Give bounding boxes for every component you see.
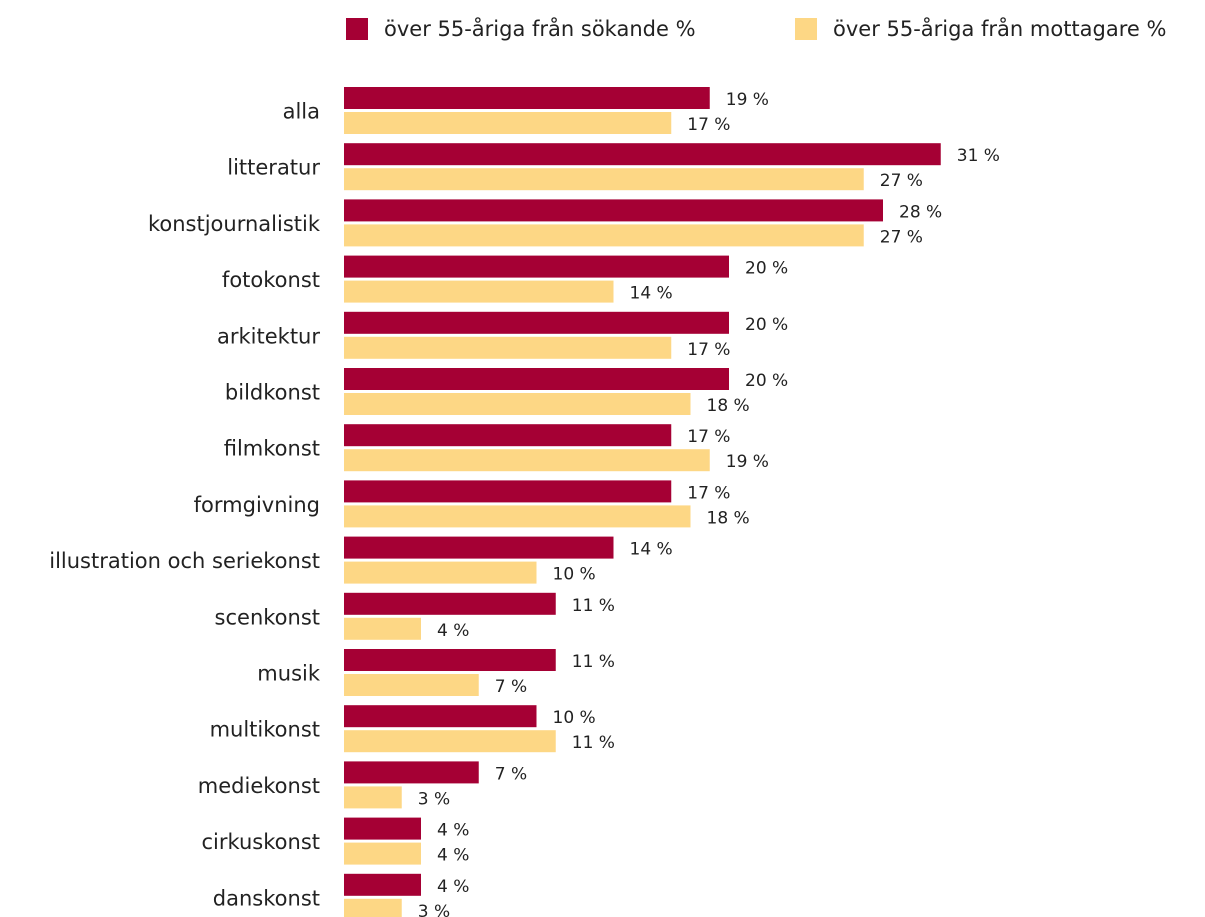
data-label: 20 % (745, 315, 788, 335)
data-label: 4 % (437, 877, 469, 897)
data-label: 28 % (899, 202, 942, 222)
data-label: 7 % (495, 677, 527, 697)
data-label: 17 % (687, 427, 730, 447)
bar-recipients (344, 898, 402, 917)
category-label: alla (283, 100, 320, 124)
bar-applicants (344, 424, 672, 447)
category-label: bildkonst (225, 381, 320, 405)
data-label: 27 % (880, 171, 923, 191)
category-label: illustration och seriekonst (49, 549, 320, 573)
bar-recipients (344, 617, 421, 640)
bar-applicants (344, 480, 672, 503)
legend-label-0: över 55-åriga från sökande % (384, 16, 696, 41)
bar-recipients (344, 168, 864, 191)
data-label: 20 % (745, 259, 788, 279)
bar-recipients (344, 336, 672, 359)
data-label: 19 % (726, 90, 769, 110)
category-label: konstjournalistik (148, 212, 321, 236)
bar-applicants (344, 311, 729, 334)
data-label: 11 % (572, 652, 615, 672)
data-label: 11 % (572, 733, 615, 753)
bar-recipients (344, 842, 421, 865)
legend-swatch-1 (795, 18, 817, 40)
data-label: 7 % (495, 764, 527, 784)
bar-recipients (344, 224, 864, 247)
bar-recipients (344, 674, 479, 696)
legend: över 55-åriga från sökande % över 55-årig… (346, 16, 1166, 41)
data-label: 14 % (630, 284, 673, 304)
bar-applicants (344, 761, 479, 784)
data-label: 27 % (880, 227, 923, 247)
category-label: filmkonst (224, 437, 320, 461)
bar-applicants (344, 368, 729, 390)
legend-swatch-0 (346, 18, 368, 40)
bar-recipients (344, 112, 672, 134)
bar-applicants (344, 817, 421, 840)
bar-applicants (344, 592, 556, 615)
bar-applicants (344, 143, 941, 166)
data-label: 14 % (630, 540, 673, 560)
data-label: 3 % (418, 789, 450, 809)
data-label: 4 % (437, 846, 469, 866)
data-label: 18 % (707, 508, 750, 528)
category-label: scenkonst (215, 605, 320, 629)
bars: alla 19 % 17 % litteratur 31 % 27 % konstjourn… (49, 87, 1000, 917)
bar-applicants (344, 873, 421, 896)
data-label: 17 % (687, 340, 730, 360)
data-label: 18 % (707, 396, 750, 416)
bar-applicants (344, 536, 614, 559)
bar-recipients (344, 449, 710, 472)
bar-recipients (344, 393, 691, 415)
category-label: litteratur (227, 156, 320, 180)
bar-recipients (344, 561, 537, 584)
legend-label-1: över 55-åriga från mottagare % (833, 16, 1166, 41)
data-label: 11 % (572, 596, 615, 616)
bar-applicants (344, 199, 883, 222)
category-label: multikonst (210, 718, 320, 742)
bar-applicants (344, 87, 710, 109)
data-label: 19 % (726, 452, 769, 472)
category-label: cirkuskonst (201, 830, 320, 854)
data-label: 20 % (745, 371, 788, 391)
data-label: 31 % (957, 146, 1000, 166)
category-label: danskonst (213, 886, 320, 910)
bar-applicants (344, 649, 556, 671)
bar-applicants (344, 705, 537, 728)
bar-recipients (344, 280, 614, 303)
data-label: 4 % (437, 821, 469, 841)
bar-applicants (344, 255, 729, 278)
data-label: 10 % (553, 565, 596, 585)
data-label: 3 % (418, 902, 450, 917)
data-label: 4 % (437, 621, 469, 641)
category-label: fotokonst (222, 268, 320, 292)
bar-recipients (344, 505, 691, 528)
data-label: 17 % (687, 115, 730, 135)
category-label: mediekonst (198, 774, 320, 798)
data-label: 10 % (553, 708, 596, 728)
category-label: formgivning (194, 493, 320, 517)
bar-recipients (344, 786, 402, 809)
data-label: 17 % (687, 483, 730, 503)
bar-recipients (344, 730, 556, 753)
category-label: arkitektur (217, 324, 320, 348)
category-label: musik (257, 662, 321, 686)
